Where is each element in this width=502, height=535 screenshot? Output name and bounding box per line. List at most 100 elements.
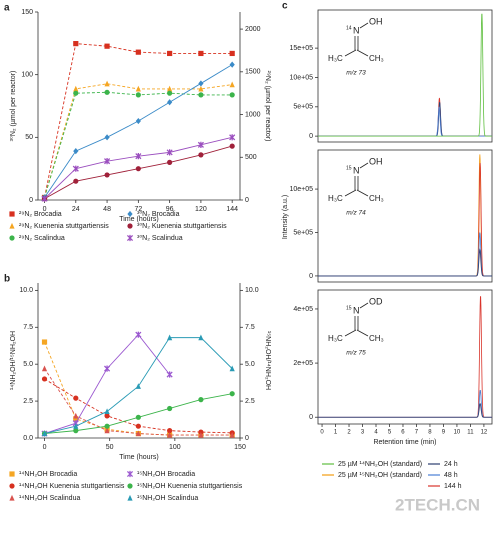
marker xyxy=(104,89,110,95)
marker xyxy=(198,85,204,92)
marker xyxy=(135,383,141,389)
marker xyxy=(167,431,173,438)
legend-label: 144 h xyxy=(444,483,462,490)
x-tick-label: 7 xyxy=(415,430,419,436)
x-axis-label: Time (hours) xyxy=(119,216,158,223)
chromatogram-peak xyxy=(318,163,492,277)
legend-marker xyxy=(126,470,134,478)
y-tick-label: 7.5 xyxy=(23,324,33,331)
y2-tick-label: 5.0 xyxy=(245,361,255,368)
y-axis-label: Intensity (a.u.) xyxy=(282,195,289,239)
legend-marker xyxy=(9,235,15,241)
marker xyxy=(104,365,111,372)
marker xyxy=(198,334,204,341)
series-line xyxy=(44,91,233,198)
y-tick-label: 0 xyxy=(309,414,313,421)
marker xyxy=(229,61,235,68)
y2-axis-label: ¹⁵NH₂OH/¹⁴NH₂OH xyxy=(264,331,271,390)
x-tick-label: 10 xyxy=(454,430,461,436)
marker xyxy=(104,172,110,178)
marker xyxy=(104,80,110,87)
marker xyxy=(167,428,173,434)
marker xyxy=(135,49,141,55)
marker xyxy=(229,50,235,57)
atom-label: N xyxy=(353,165,360,175)
legend-label: 25 µM ¹⁵NH₂OH (standard) xyxy=(338,472,422,479)
watermark: 2TECH.CN xyxy=(395,495,480,514)
marker xyxy=(73,178,79,184)
y-tick-label: 10e+05 xyxy=(289,186,313,193)
marker xyxy=(73,90,79,96)
bond xyxy=(344,49,357,57)
y2-tick-label: 0 xyxy=(245,435,249,442)
isotope-label: 15 xyxy=(346,305,352,311)
bond xyxy=(359,162,369,169)
panel-letter: b xyxy=(4,274,10,285)
bond xyxy=(356,189,369,197)
marker xyxy=(73,395,79,401)
y-tick-label: 2e+05 xyxy=(293,360,313,367)
marker xyxy=(73,416,79,422)
x-tick-label: 6 xyxy=(401,430,405,436)
marker xyxy=(73,412,79,419)
x-tick-label: 5 xyxy=(388,430,392,436)
axes xyxy=(37,283,241,439)
right-group: CH₃ xyxy=(369,334,384,343)
series-line xyxy=(44,64,233,198)
y2-tick-label: 500 xyxy=(245,154,257,161)
y2-tick-label: 2.5 xyxy=(245,398,255,405)
marker xyxy=(167,405,173,412)
axes xyxy=(37,12,241,201)
legend-marker xyxy=(9,494,15,501)
y2-tick-label: 0 xyxy=(245,197,249,204)
marker xyxy=(104,423,110,429)
y-tick-label: 5.0 xyxy=(23,361,33,368)
marker xyxy=(135,423,141,429)
marker xyxy=(229,81,235,88)
subpanel-frame xyxy=(317,149,493,283)
chromatogram-peak xyxy=(318,97,492,137)
legend-marker xyxy=(127,223,133,229)
marker xyxy=(104,427,110,434)
legend-marker xyxy=(127,483,133,489)
x-tick-label: 96 xyxy=(166,206,174,213)
y2-axis-label: ²⁹N₂ (µmol per reactor) xyxy=(264,71,271,142)
marker xyxy=(198,92,204,98)
marker xyxy=(229,92,235,98)
marker xyxy=(229,391,235,397)
marker xyxy=(135,430,141,437)
legend-label: ²⁹N₂ Scalindua xyxy=(19,235,65,242)
legend-label: 24 h xyxy=(444,461,458,468)
marker xyxy=(167,50,173,57)
x-tick-label: 144 xyxy=(226,206,238,213)
marker xyxy=(135,166,141,172)
bond xyxy=(344,189,357,197)
legend-marker xyxy=(9,222,15,229)
marker xyxy=(104,134,110,141)
marker xyxy=(73,423,79,429)
bond xyxy=(344,329,357,337)
chromatogram-peak xyxy=(318,248,492,277)
bond xyxy=(356,329,369,337)
panel-letter: c xyxy=(282,1,288,12)
series-line xyxy=(44,333,170,434)
y-tick-label: 0 xyxy=(309,133,313,140)
marker xyxy=(135,153,142,160)
marker xyxy=(135,117,141,125)
marker xyxy=(229,431,235,438)
marker xyxy=(167,85,173,92)
legend-marker xyxy=(127,494,133,501)
y2-tick-label: 1000 xyxy=(245,111,261,118)
marker xyxy=(41,339,48,345)
marker xyxy=(135,331,142,338)
x-tick-label: 24 xyxy=(72,206,80,213)
x-tick-label: 2 xyxy=(347,430,351,436)
legend-marker xyxy=(127,210,133,218)
y-tick-label: 5e+05 xyxy=(293,104,313,111)
bond xyxy=(359,22,369,29)
bond xyxy=(359,302,369,309)
marker xyxy=(197,141,204,148)
y2-tick-label: 1500 xyxy=(245,69,261,76)
series-line xyxy=(44,83,233,198)
left-group: H₃C xyxy=(328,194,343,203)
